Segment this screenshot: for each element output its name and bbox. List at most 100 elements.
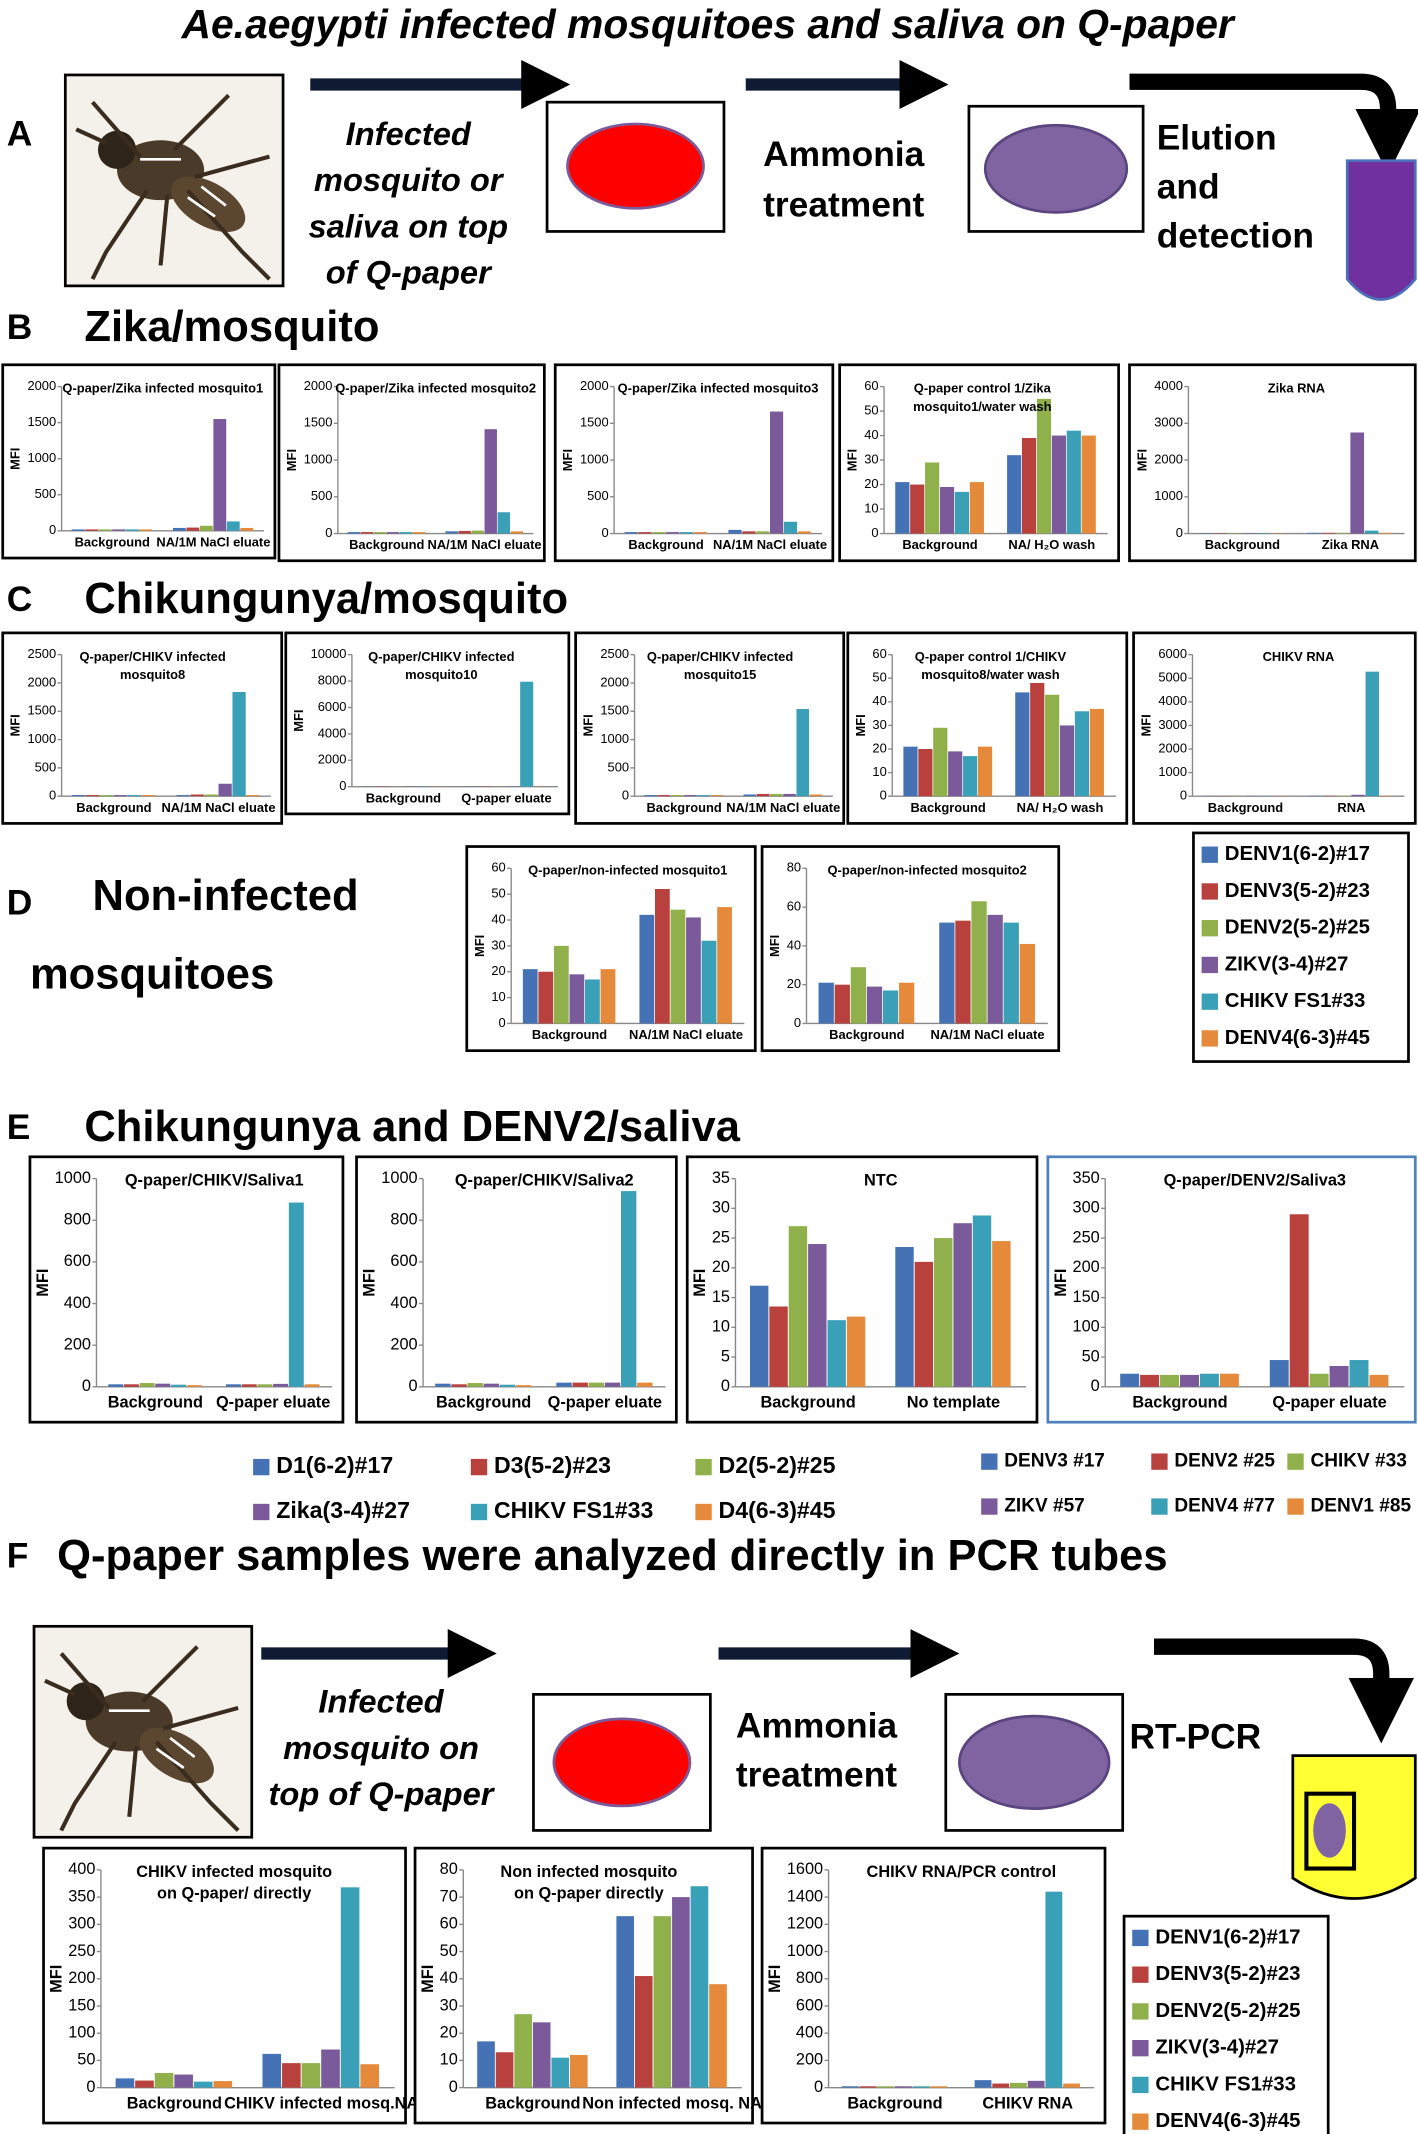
- y-tick-label: 40: [872, 693, 886, 708]
- bar: [930, 2086, 948, 2088]
- y-tick-label: 0: [86, 2078, 95, 2096]
- legend-label: CHIKV FS1#33: [494, 1497, 654, 1523]
- y-tick-label: 500: [587, 488, 609, 503]
- y-tick-label: 60: [787, 899, 801, 914]
- bar: [653, 1916, 672, 2088]
- bar: [1349, 1360, 1369, 1387]
- bar: [1321, 532, 1336, 534]
- y-tick-label: 20: [712, 1258, 730, 1276]
- bar: [1351, 794, 1365, 797]
- legend-label: D1(6-2)#17: [276, 1452, 393, 1478]
- legend-label: ZIKV(3-4)#27: [1155, 2037, 1279, 2059]
- bar: [176, 795, 190, 797]
- y-axis-label: MFI: [8, 714, 23, 736]
- panel-label: D: [7, 883, 33, 922]
- y-axis-label: MFI: [419, 1965, 437, 1993]
- bar: [171, 1384, 186, 1387]
- bar: [262, 2053, 282, 2088]
- bar: [756, 531, 770, 534]
- y-tick-label: 400: [390, 1294, 417, 1312]
- y-tick-label: 10: [440, 2051, 458, 2069]
- bar: [301, 2063, 321, 2088]
- y-tick-label: 50: [440, 1942, 458, 1960]
- x-tick-label: Background: [485, 2094, 580, 2112]
- bar: [1329, 1365, 1349, 1387]
- y-tick-label: 300: [68, 1915, 95, 1933]
- x-tick-label: Background: [75, 534, 150, 549]
- y-tick-label: 0: [449, 2078, 458, 2096]
- bar: [125, 529, 139, 531]
- bar: [877, 2086, 895, 2088]
- y-tick-label: 4000: [318, 725, 347, 740]
- bar: [86, 795, 100, 797]
- bar: [934, 1238, 953, 1387]
- bar: [471, 530, 484, 534]
- y-tick-label: 250: [1073, 1228, 1100, 1246]
- red-paper: [552, 1717, 692, 1808]
- legend-label: DENV3(5-2)#23: [1155, 1963, 1300, 1985]
- chart-title: on Q-paper/ directly: [157, 1885, 311, 1903]
- x-tick-label: Background: [847, 2094, 942, 2112]
- panel-heading: Non-infected: [93, 872, 359, 920]
- bar: [241, 1384, 257, 1387]
- bar: [644, 795, 658, 797]
- bar: [670, 795, 684, 797]
- x-tick-label: Background: [829, 1027, 904, 1042]
- y-tick-label: 3000: [1154, 415, 1183, 430]
- chart-title: mosquito8: [120, 667, 185, 682]
- y-axis-label: MFI: [581, 714, 596, 736]
- bar: [467, 1383, 483, 1387]
- bar: [585, 979, 600, 1024]
- y-tick-label: 1000: [304, 451, 333, 466]
- y-tick-label: 60: [864, 378, 878, 393]
- y-tick-label: 80: [787, 860, 801, 875]
- bar: [484, 429, 497, 534]
- y-tick-label: 2000: [580, 378, 609, 393]
- bar: [1030, 682, 1045, 797]
- flow-text: mosquito or: [314, 161, 505, 198]
- flow-text: and: [1157, 168, 1220, 207]
- bar: [1036, 398, 1052, 534]
- x-tick-label: Background: [532, 1027, 607, 1042]
- legend-label: DENV2(5-2)#25: [1225, 917, 1370, 939]
- x-tick-label: Background: [1132, 1393, 1227, 1411]
- chart-title: Q-paper control 1/CHIKV: [915, 649, 1067, 664]
- bar: [386, 532, 400, 534]
- bar: [756, 793, 770, 797]
- bar: [827, 1320, 846, 1387]
- chart-title: Q-paper/Zika infected mosquito3: [618, 381, 819, 396]
- y-tick-label: 25: [712, 1228, 730, 1246]
- y-axis-label: MFI: [853, 714, 868, 736]
- chart-title: Q-paper/CHIKV infected: [368, 649, 514, 664]
- chart-title: mosquito15: [684, 667, 756, 682]
- y-tick-label: 70: [440, 1887, 458, 1905]
- y-tick-label: 2000: [318, 752, 347, 767]
- bar: [600, 969, 616, 1024]
- legend-label: ZIKV #57: [1004, 1496, 1084, 1517]
- bar: [717, 907, 732, 1024]
- legend-swatch: [1132, 2040, 1149, 2057]
- y-tick-label: 20: [491, 963, 505, 978]
- bar: [495, 2052, 514, 2088]
- bar: [769, 411, 784, 534]
- bar: [1350, 432, 1365, 534]
- bar: [435, 1383, 451, 1387]
- bar: [846, 1316, 866, 1387]
- bar: [113, 795, 128, 797]
- legend-label: CHIKV #33: [1310, 1451, 1406, 1472]
- bar: [553, 945, 569, 1024]
- y-tick-label: 35: [712, 1169, 730, 1187]
- chart-title: Q-paper/Zika infected mosquito2: [335, 381, 536, 396]
- y-tick-label: 0: [49, 522, 56, 537]
- y-tick-label: 20: [787, 976, 801, 991]
- x-tick-label: CHIKV RNA: [982, 2094, 1073, 2112]
- x-tick-label: NA/1M NaCl eluate: [428, 537, 542, 552]
- bar: [556, 1382, 572, 1387]
- bar: [1369, 1374, 1389, 1387]
- legend-label: CHIKV FS1#33: [1155, 2073, 1296, 2095]
- y-tick-label: 0: [601, 525, 608, 540]
- legend-label: DENV4 #77: [1174, 1496, 1275, 1517]
- legend-swatch: [1151, 1453, 1168, 1470]
- legend-label: D3(5-2)#23: [494, 1452, 611, 1478]
